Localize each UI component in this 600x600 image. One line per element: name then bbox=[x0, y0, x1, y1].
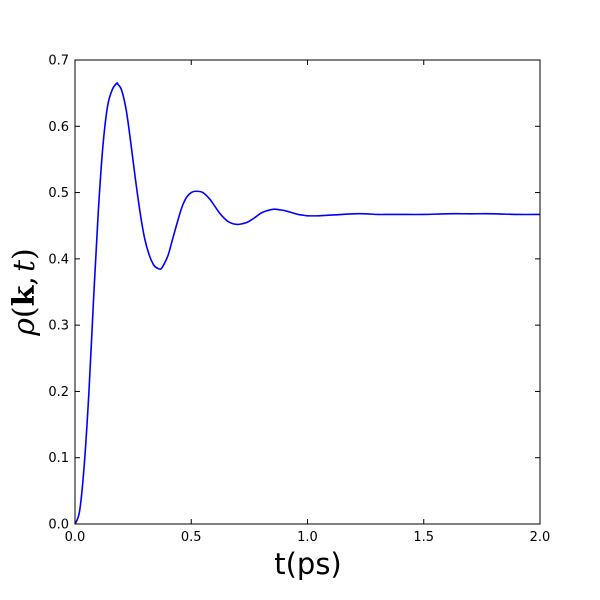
y-axis-label-open-paren: ( bbox=[7, 306, 42, 318]
x-tick-label: 0.5 bbox=[181, 530, 202, 545]
y-tick-label: 0.2 bbox=[48, 385, 69, 400]
x-axis-label: t(ps) bbox=[274, 547, 342, 581]
x-tick-label: 0.0 bbox=[65, 530, 86, 545]
y-axis-label: ρ(k, t) bbox=[7, 248, 42, 336]
ticks: 0.0 0.5 1.0 1.5 2.0 0.0 0.1 0.2 0.3 0.4 0.5 0.6 0.7 bbox=[48, 54, 550, 546]
y-tick-label: 0.3 bbox=[48, 319, 69, 334]
y-axis-label-rho: ρ bbox=[7, 318, 42, 337]
y-tick-label: 0.6 bbox=[48, 120, 69, 135]
y-tick-label: 0.0 bbox=[48, 518, 69, 533]
x-tick-label: 1.0 bbox=[297, 530, 318, 545]
x-tick-label: 1.5 bbox=[413, 530, 434, 545]
plot-area bbox=[74, 59, 541, 525]
y-axis-label-t: t bbox=[7, 259, 42, 272]
y-axis-label-k: k bbox=[7, 284, 42, 306]
axes-frame bbox=[74, 59, 541, 525]
y-tick-label: 0.1 bbox=[48, 451, 69, 466]
y-tick-label: 0.4 bbox=[48, 252, 69, 267]
x-tick-label: 2.0 bbox=[530, 530, 551, 545]
series-line bbox=[74, 82, 541, 525]
y-axis-label-close-paren: ) bbox=[7, 248, 42, 260]
y-tick-label: 0.7 bbox=[48, 54, 69, 69]
y-axis-label-comma: , bbox=[7, 276, 42, 286]
y-tick-label: 0.5 bbox=[48, 186, 69, 201]
